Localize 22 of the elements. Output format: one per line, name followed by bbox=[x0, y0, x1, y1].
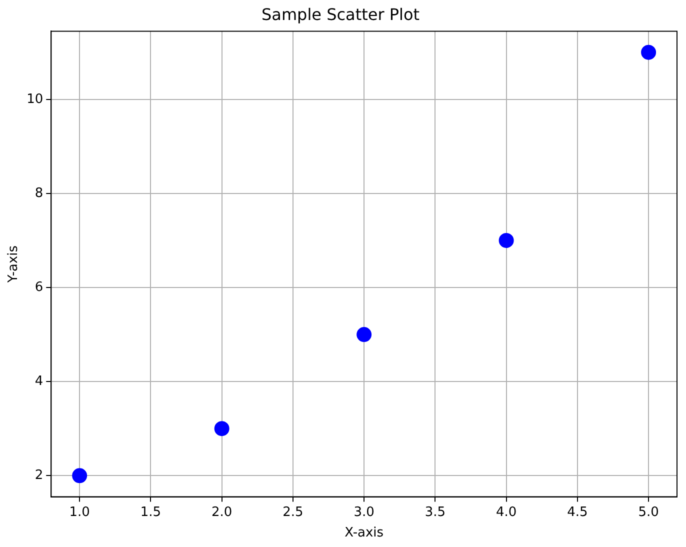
x-tick-label: 3.0 bbox=[354, 504, 374, 520]
x-tick-label: 2.5 bbox=[282, 504, 304, 520]
x-tick-label: 2.0 bbox=[211, 504, 232, 520]
y-tick-label: 2 bbox=[34, 468, 44, 484]
x-tick-label: 5.0 bbox=[638, 504, 659, 520]
point bbox=[641, 44, 656, 60]
y-tick-label: 4 bbox=[34, 374, 44, 389]
y-axis-title: Y-axis bbox=[6, 245, 22, 284]
point bbox=[72, 468, 88, 484]
x-tick-label: 1.0 bbox=[69, 504, 90, 520]
y-tick-label: 8 bbox=[34, 186, 44, 201]
x-tick-label: 4.0 bbox=[496, 504, 517, 520]
y-tick-label: 10 bbox=[26, 92, 44, 107]
x-axis-title: X-axis bbox=[344, 526, 384, 541]
point bbox=[214, 421, 230, 436]
point bbox=[356, 327, 372, 342]
chart-title: Sample Scatter Plot bbox=[261, 4, 420, 24]
point bbox=[498, 232, 514, 248]
x-tick-label: 3.5 bbox=[424, 504, 446, 520]
x-tick-label: 1.5 bbox=[140, 504, 162, 520]
y-tick-label: 6 bbox=[34, 280, 44, 295]
x-tick-label: 4.5 bbox=[567, 504, 588, 520]
